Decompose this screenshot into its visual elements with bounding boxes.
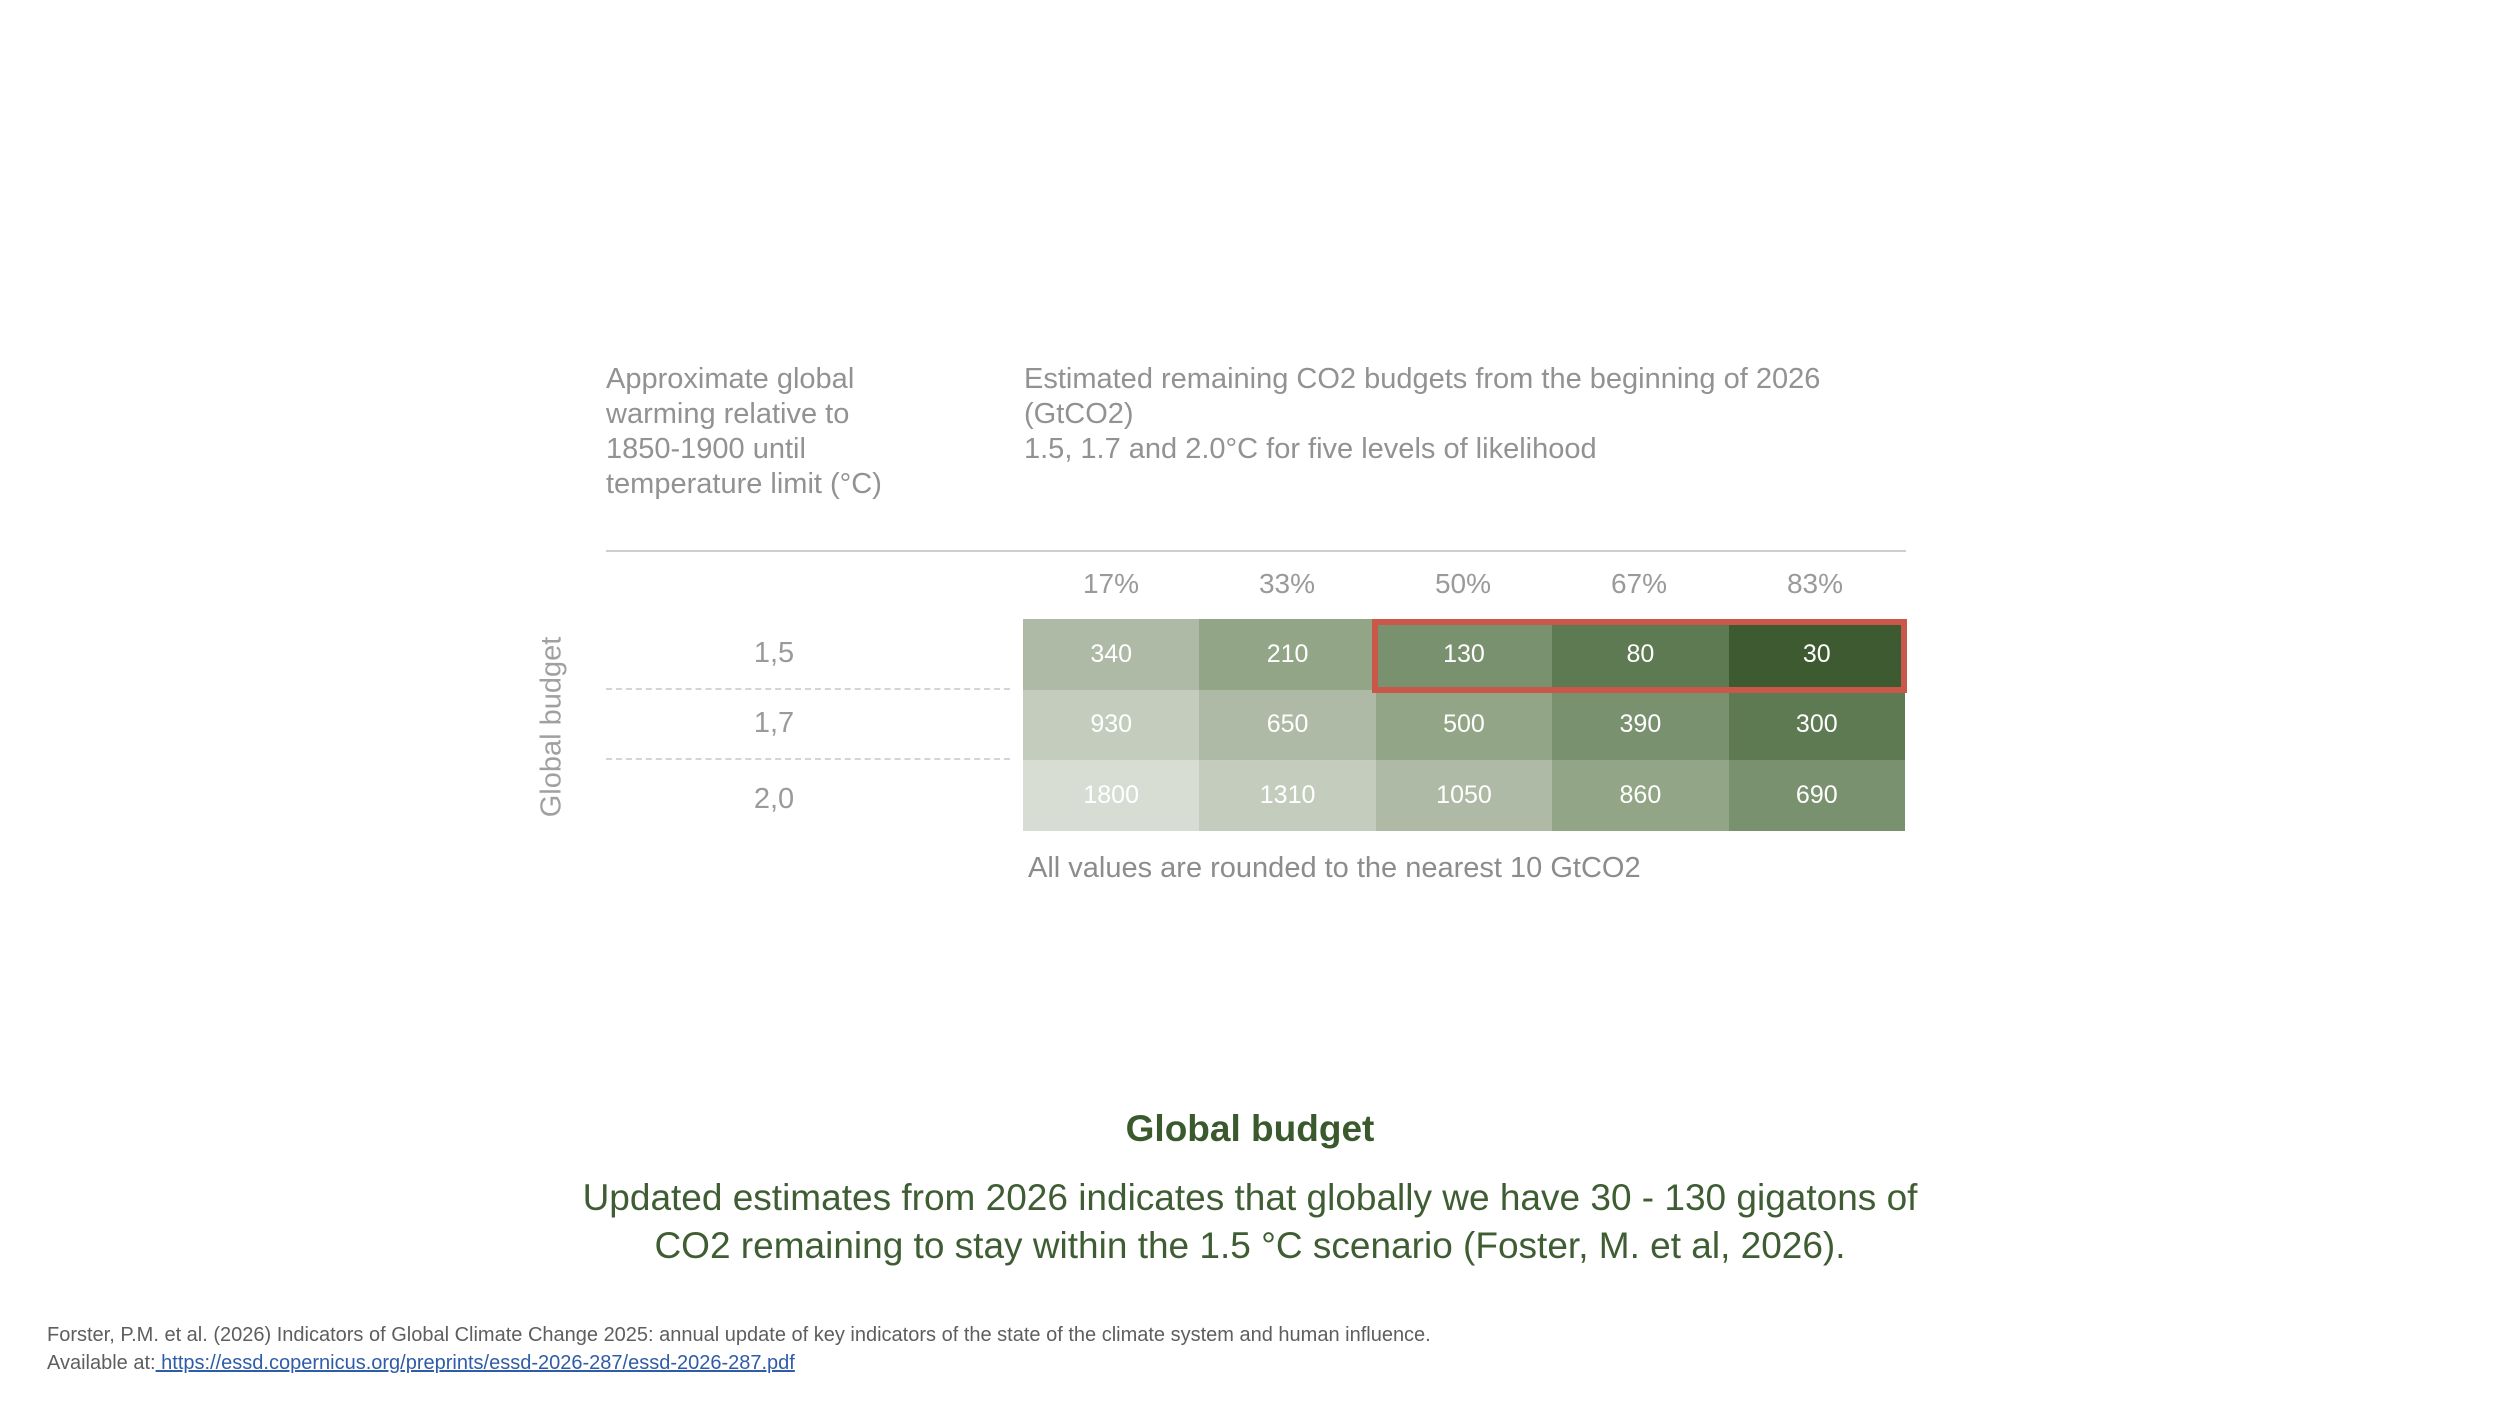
- summary-line-1: Updated estimates from 2026 indicates th…: [582, 1177, 1918, 1218]
- chart-title-line-3: 1.5, 1.7 and 2.0°C for five levels of li…: [1024, 433, 1597, 465]
- summary-text: Updated estimates from 2026 indicates th…: [0, 1174, 2500, 1270]
- heatmap-cell-r0-c3: 80: [1552, 619, 1729, 690]
- heatmap-cell-r0-c4: 30: [1728, 619, 1905, 690]
- heatmap-cell-r0-c0: 340: [1023, 619, 1200, 690]
- heatmap-cell-r0-c2: 130: [1375, 619, 1553, 690]
- column-header-17: 17%: [1082, 568, 1140, 599]
- row-label-1-5: 1,5: [753, 637, 795, 669]
- reference: Forster, P.M. et al. (2026) Indicators o…: [47, 1321, 1431, 1377]
- heatmap-cell-r1-c2: 500: [1375, 689, 1553, 761]
- reference-available-label: Available at:: [47, 1352, 156, 1374]
- reference-citation: Forster, P.M. et al. (2026) Indicators o…: [47, 1324, 1431, 1346]
- heatmap-cell-r2-c2: 1050: [1375, 760, 1553, 831]
- heatmap-cell-r1-c3: 390: [1552, 689, 1729, 761]
- column-header-33: 33%: [1258, 568, 1316, 599]
- highlight-frame: [1372, 619, 1907, 693]
- heatmap-cell-r2-c1: 1310: [1199, 760, 1376, 831]
- heatmap-cell-r2-c0: 1800: [1023, 760, 1200, 831]
- chart-title-line-1: Estimated remaining CO2 budgets from the…: [1024, 363, 1821, 395]
- row-label-2-0: 2,0: [753, 783, 795, 815]
- reference-availability: Available at: https://essd.copernicus.or…: [47, 1349, 1431, 1377]
- heatmap-cell-r2-c4: 690: [1728, 760, 1905, 831]
- chart-title-line-2: (GtCO2): [1024, 398, 1134, 430]
- heatmap-cell-r1-c1: 650: [1199, 689, 1376, 761]
- summary-line-2: CO2 remaining to stay within the 1.5 °C …: [654, 1225, 1846, 1266]
- y-axis-title: Global budget: [535, 636, 568, 818]
- heatmap-cell-r1-c0: 930: [1023, 689, 1200, 761]
- heatmap-grid: 340 210 130 80 30 930 650 500 390 300 1800 1310 1050…: [1023, 619, 1905, 831]
- column-header-50: 50%: [1434, 568, 1492, 599]
- column-header-67: 67%: [1610, 568, 1668, 599]
- row-separator: [606, 688, 1010, 690]
- reference-link[interactable]: https://essd.copernicus.org/preprints/es…: [155, 1352, 795, 1374]
- heatmap-cell-r2-c3: 860: [1552, 760, 1729, 831]
- summary-title: Global budget: [1125, 1108, 1375, 1149]
- row-separator: [606, 758, 1010, 760]
- column-header-83: 83%: [1786, 568, 1844, 599]
- heatmap-cell-r0-c1: 210: [1199, 619, 1376, 690]
- header-divider: [606, 550, 1906, 552]
- row-label-1-7: 1,7: [753, 707, 795, 739]
- heatmap-cell-r1-c4: 300: [1728, 689, 1905, 761]
- rounding-note: All values are rounded to the nearest 10…: [1028, 852, 1641, 884]
- row-axis-header: Approximate global warming relative to 1…: [606, 363, 882, 500]
- chart-title: Estimated remaining CO2 budgets from the…: [1024, 362, 1964, 467]
